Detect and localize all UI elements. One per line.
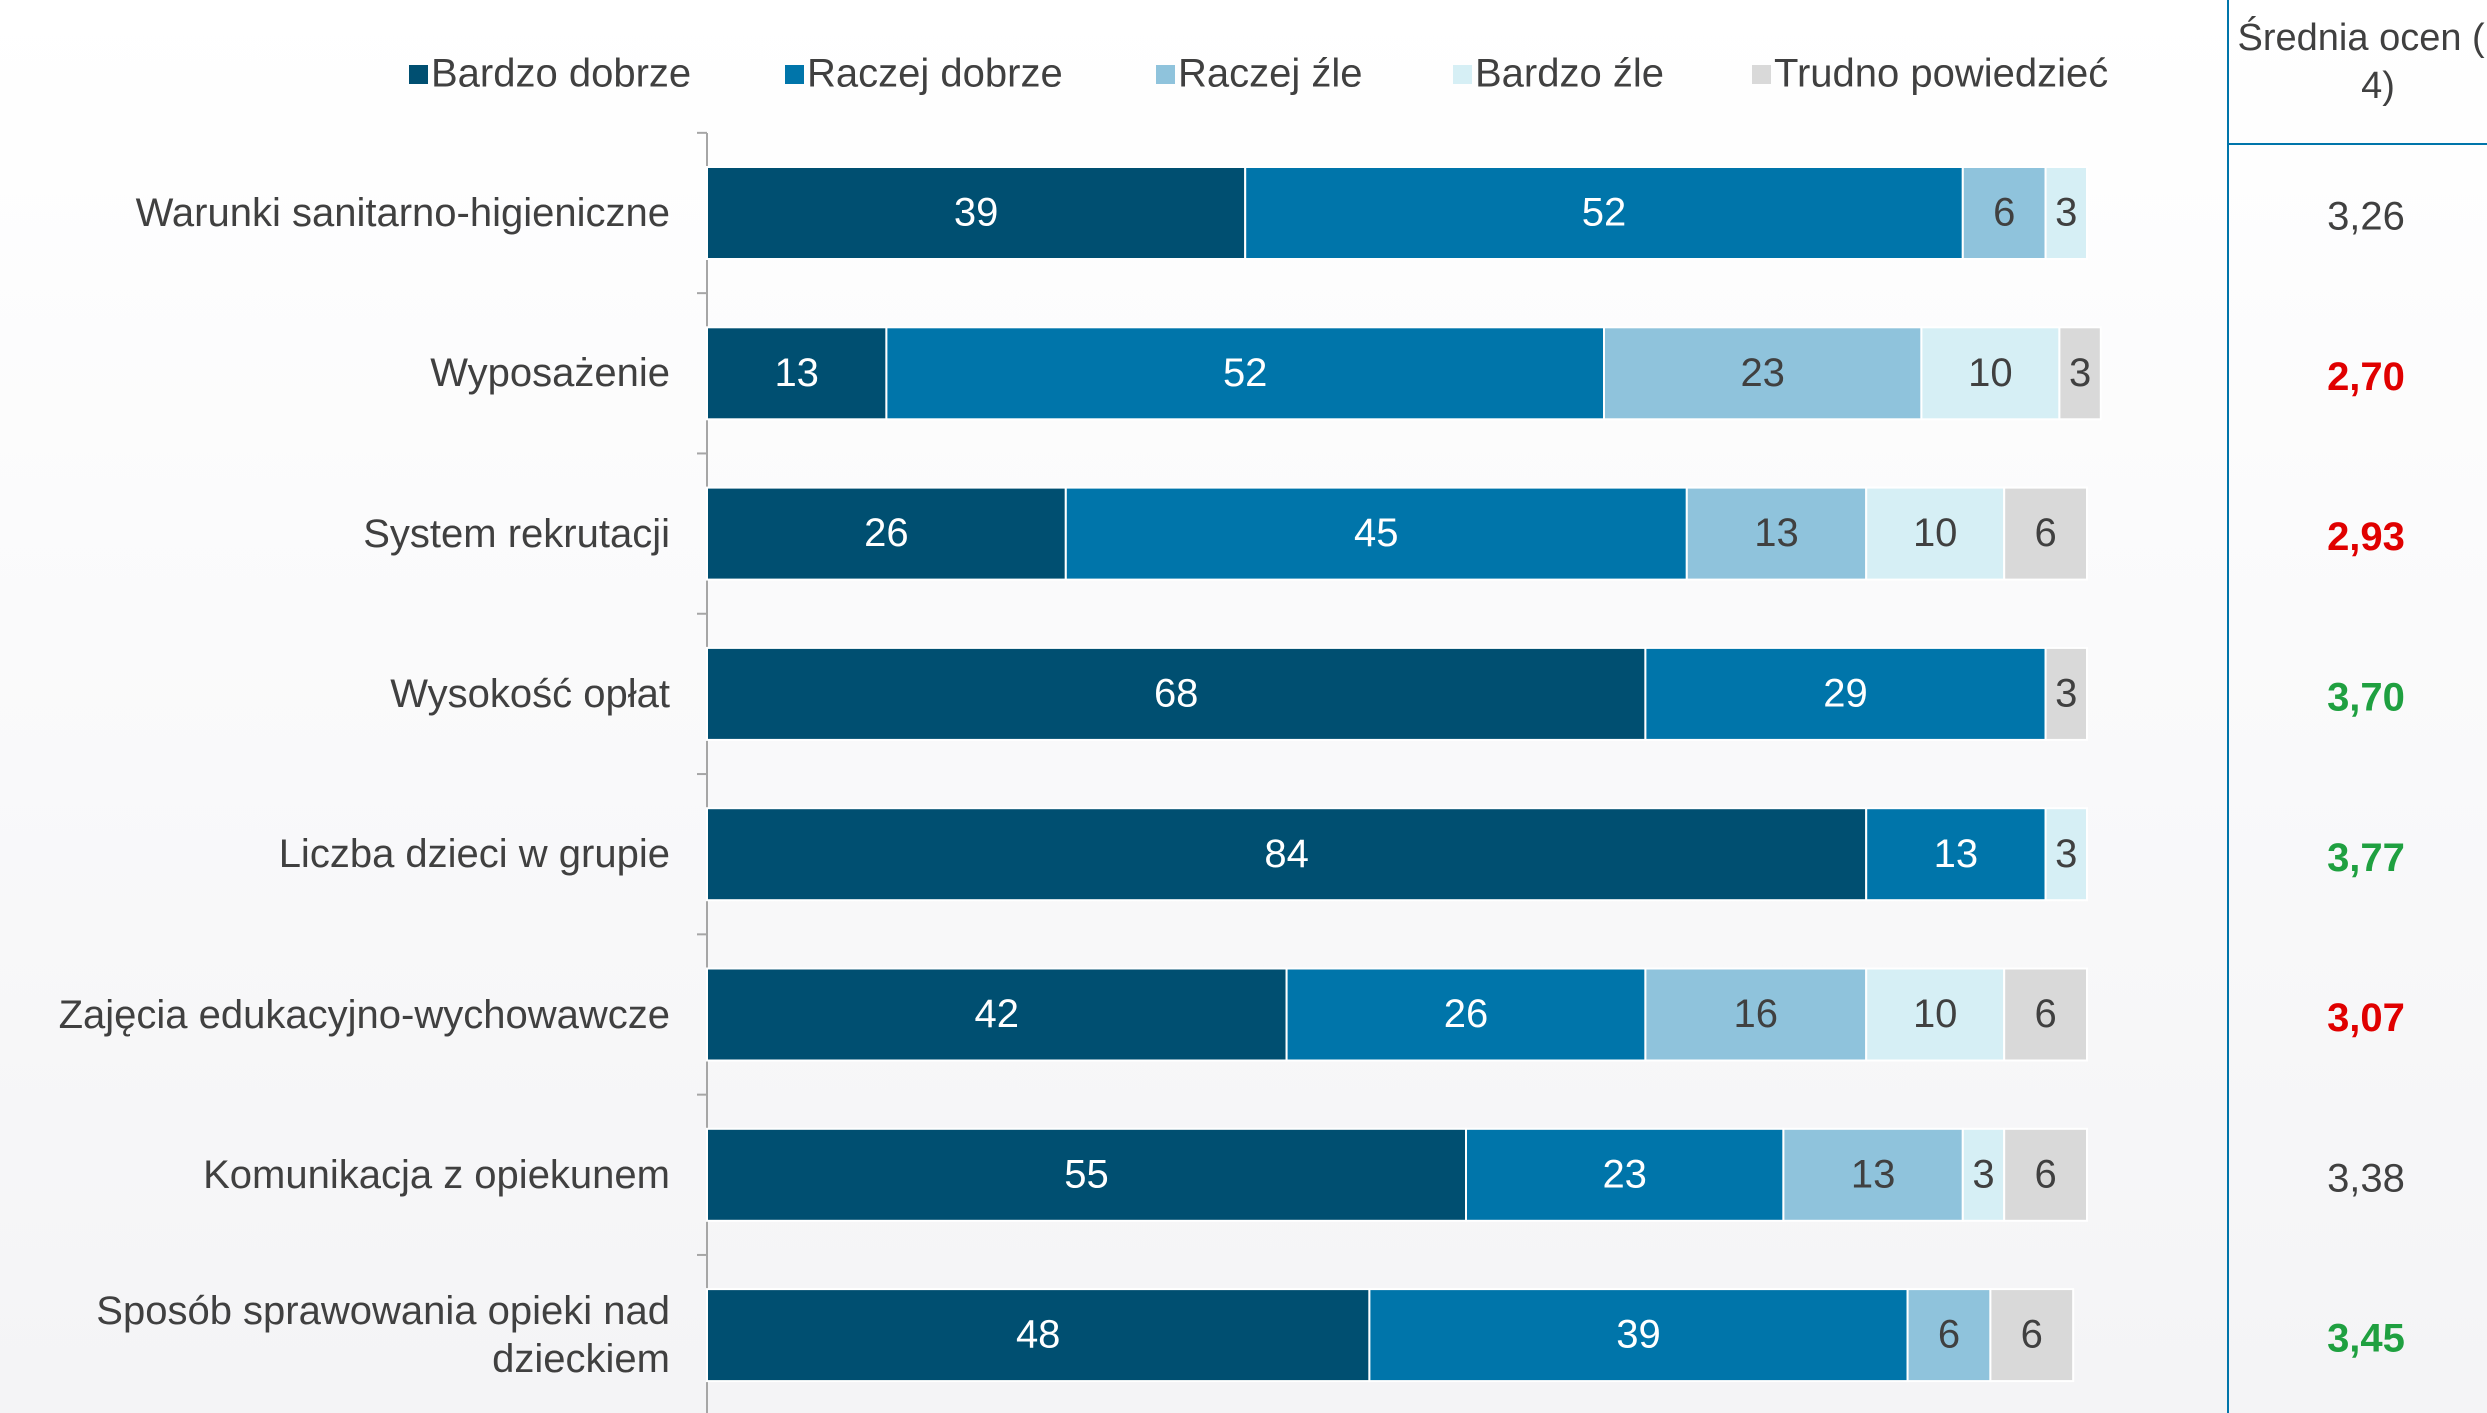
category-label: Wyposażenie <box>430 351 670 396</box>
data-label: 3 <box>2055 191 2077 235</box>
bar-segment <box>706 646 1647 741</box>
bar-segment <box>1644 967 1868 1062</box>
bar-segment <box>1989 1288 2075 1383</box>
data-label: 6 <box>1993 191 2015 235</box>
bar-segment <box>1465 1127 1785 1222</box>
bar-segment <box>706 807 1868 902</box>
bar-segment <box>706 967 1288 1062</box>
data-label: 52 <box>1582 191 1627 235</box>
bar-segment <box>2003 1127 2088 1222</box>
bar-segment <box>706 326 888 421</box>
table-value: 3,38 <box>2327 1156 2405 1200</box>
data-label: 26 <box>1444 992 1489 1036</box>
data-label: 23 <box>1602 1152 1647 1196</box>
data-label: 10 <box>1913 511 1958 555</box>
category-label: Sposób sprawowania opieki nad dzieckiem <box>96 1289 670 1382</box>
data-label: 3 <box>1972 1152 1994 1196</box>
legend-swatch <box>1156 65 1175 84</box>
data-label: 6 <box>2034 1152 2056 1196</box>
data-label: 6 <box>1938 1313 1960 1357</box>
bar-segment <box>706 486 1067 581</box>
legend-label: Bardzo źle <box>1475 52 1664 96</box>
bar-segment <box>1961 1127 2006 1222</box>
data-label: 39 <box>1616 1313 1661 1357</box>
data-label: 10 <box>1913 992 1958 1036</box>
bar-segment <box>2044 166 2088 260</box>
data-label: 10 <box>1968 351 2013 395</box>
table-value: 3,26 <box>2327 195 2405 239</box>
bar-segment <box>2044 807 2088 902</box>
data-label: 6 <box>2021 1313 2043 1357</box>
bar-segment <box>1244 166 1964 260</box>
table-value: 3,45 <box>2327 1317 2405 1361</box>
data-label: 6 <box>2034 511 2056 555</box>
data-label: 13 <box>1851 1152 1896 1196</box>
data-label: 29 <box>1823 671 1868 715</box>
table-value: 2,70 <box>2327 355 2405 399</box>
table-header: Średnia ocen (1-4) <box>2237 17 2487 107</box>
bar-segment <box>1865 486 2006 581</box>
bar-segment <box>1285 967 1647 1062</box>
legend-swatch <box>409 65 428 84</box>
bar-segment <box>1644 646 2047 741</box>
data-label: 26 <box>864 511 909 555</box>
legend-swatch <box>1752 65 1771 84</box>
data-label: 23 <box>1740 351 1785 395</box>
table-value: 3,77 <box>2327 836 2405 880</box>
legend-swatch <box>785 65 804 84</box>
category-label: System rekrutacji <box>363 511 670 556</box>
data-label: 16 <box>1734 992 1779 1036</box>
data-label: 3 <box>2055 832 2077 876</box>
data-label: 3 <box>2069 351 2091 395</box>
data-label: 45 <box>1354 511 1399 555</box>
data-label: 39 <box>954 191 999 235</box>
bar-segment <box>706 1288 1371 1383</box>
bar-segment <box>2044 646 2088 741</box>
data-label: 6 <box>2034 992 2056 1036</box>
data-label: 13 <box>1754 511 1799 555</box>
data-label: 84 <box>1264 832 1309 876</box>
legend-label: Raczej dobrze <box>807 52 1063 96</box>
legend-label: Trudno powiedzieć <box>1774 52 2108 96</box>
bar-segment <box>2003 967 2088 1062</box>
table-value: 3,70 <box>2327 675 2405 719</box>
bar-segment <box>1865 807 2047 902</box>
legend-label: Raczej źle <box>1178 52 1363 96</box>
category-label: Warunki sanitarno-higieniczne <box>135 191 670 235</box>
bar-segment <box>885 326 1605 421</box>
category-label: Liczba dzieci w grupie <box>278 832 670 877</box>
data-label: 48 <box>1016 1313 1061 1357</box>
data-label: 68 <box>1154 671 1199 715</box>
table-value: 3,07 <box>2327 996 2405 1040</box>
data-label: 13 <box>774 351 819 395</box>
legend-label: Bardzo dobrze <box>431 52 691 96</box>
bar-segment <box>1368 1288 1909 1383</box>
data-label: 52 <box>1223 351 1268 395</box>
data-label: 42 <box>975 992 1020 1036</box>
data-label: 13 <box>1934 832 1979 876</box>
category-label: Wysokość opłat <box>390 671 670 716</box>
data-label: 3 <box>2055 671 2077 715</box>
table-value: 2,93 <box>2327 515 2405 559</box>
category-label: Zajęcia edukacyjno-wychowawcze <box>58 992 670 1037</box>
bar-segment <box>2058 326 2102 421</box>
bar-segment <box>1782 1127 1964 1222</box>
bar-segment <box>706 1127 1467 1222</box>
category-label: Komunikacja z opiekunem <box>203 1152 670 1197</box>
bar-segment <box>1685 486 1868 581</box>
bar-segment <box>1961 166 2047 260</box>
bar-segment <box>2003 486 2088 581</box>
data-label: 55 <box>1064 1152 1109 1196</box>
legend-swatch <box>1453 65 1472 84</box>
bar-segment <box>1064 486 1688 581</box>
bar-segment <box>1920 326 2061 421</box>
bar-segment <box>1603 326 1923 421</box>
